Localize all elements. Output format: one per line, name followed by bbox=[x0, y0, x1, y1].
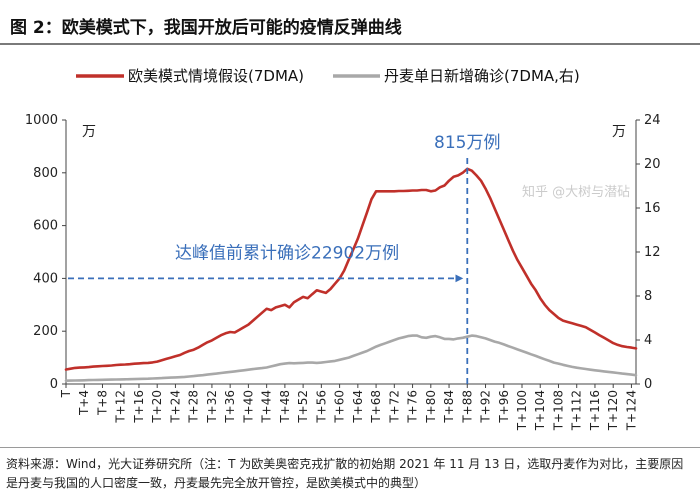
y-right-tick-label: 8 bbox=[644, 289, 652, 304]
legend: 欧美模式情境假设(7DMA) 丹麦单日新增确诊(7DMA,右) bbox=[76, 67, 580, 85]
y-left-tick-label: 1000 bbox=[25, 113, 58, 128]
x-tick-label: T+44 bbox=[260, 390, 274, 424]
series-line-denmark bbox=[64, 334, 638, 383]
y-left-tick-label: 200 bbox=[33, 324, 58, 339]
title-rule bbox=[0, 43, 700, 45]
x-tick-label: T+24 bbox=[168, 390, 182, 424]
x-tick-label: T+84 bbox=[442, 390, 456, 424]
x-tick-label: T+12 bbox=[114, 390, 128, 424]
y-right-tick-label: 4 bbox=[644, 333, 652, 348]
x-tick-label: T bbox=[59, 389, 73, 398]
x-tick-label: T+88 bbox=[460, 390, 474, 424]
y-right-tick-label: 16 bbox=[644, 201, 661, 216]
x-tick-label: T+36 bbox=[223, 390, 237, 424]
y-right-unit: 万 bbox=[612, 124, 626, 140]
x-tick-label: T+116 bbox=[588, 390, 602, 431]
x-tick-label: T+64 bbox=[351, 390, 365, 424]
x-tick-label: T+104 bbox=[533, 390, 547, 431]
legend-label: 丹麦单日新增确诊(7DMA,右) bbox=[384, 67, 580, 85]
footer-rule bbox=[0, 447, 700, 448]
x-tick-label: T+100 bbox=[515, 390, 529, 431]
series-line-euro-model bbox=[64, 167, 638, 371]
x-tick-label: T+40 bbox=[241, 390, 255, 424]
y-left-tick-label: 800 bbox=[33, 166, 58, 181]
y-right-tick-label: 24 bbox=[644, 113, 661, 128]
figure-title: 图 2：欧美模式下，我国开放后可能的疫情反弹曲线 bbox=[10, 18, 402, 38]
legend-label: 欧美模式情境假设(7DMA) bbox=[128, 67, 304, 85]
x-tick-label: T+72 bbox=[387, 390, 401, 424]
y-left-tick-label: 600 bbox=[33, 219, 58, 234]
watermark: 知乎 @大树与潜砧 bbox=[522, 185, 631, 200]
y-left-tick-label: 400 bbox=[33, 271, 58, 286]
x-tick-label: T+76 bbox=[406, 390, 420, 424]
x-tick-label: T+16 bbox=[132, 390, 146, 424]
x-tick-label: T+92 bbox=[479, 390, 493, 424]
x-tick-label: T+96 bbox=[497, 390, 511, 424]
x-tick-label: T+4 bbox=[77, 390, 91, 416]
x-tick-label: T+20 bbox=[150, 390, 164, 424]
cumulative-annotation: 达峰值前累计确诊22902万例 bbox=[175, 243, 399, 263]
x-tick-label: T+60 bbox=[333, 390, 347, 424]
x-tick-label: T+56 bbox=[314, 390, 328, 424]
y-right-tick-label: 20 bbox=[644, 157, 661, 172]
x-tick-label: T+28 bbox=[187, 390, 201, 424]
x-tick-label: T+32 bbox=[205, 390, 219, 424]
x-tick-label: T+108 bbox=[551, 390, 565, 431]
x-tick-label: T+120 bbox=[606, 390, 620, 431]
x-tick-label: T+52 bbox=[296, 390, 310, 424]
y-right-tick-label: 0 bbox=[644, 377, 652, 392]
y-right-tick-label: 12 bbox=[644, 245, 661, 260]
x-tick-label: T+48 bbox=[278, 390, 292, 424]
source-note: 资料来源：Wind，光大证券研究所（注：T 为欧美奥密克戎扩散的初始期 2021… bbox=[6, 457, 684, 490]
figure-header: 图 2：欧美模式下，我国开放后可能的疫情反弹曲线 bbox=[0, 0, 700, 45]
x-tick-label: T+112 bbox=[570, 390, 584, 431]
peak-annotation: 815万例 bbox=[434, 133, 500, 153]
tick-layer: 0 200 400 600 800 1000 0 4 8 12 16 20 24 万 万 T T+4 T+8 T+1… bbox=[25, 113, 661, 431]
x-tick-label: T+124 bbox=[624, 390, 638, 431]
x-tick-label: T+80 bbox=[424, 390, 438, 424]
line-chart: 欧美模式情境假设(7DMA) 丹麦单日新增确诊(7DMA,右) 815万例达峰值前… bbox=[25, 67, 661, 431]
series-layer bbox=[64, 167, 638, 383]
y-left-tick-label: 0 bbox=[50, 377, 58, 392]
x-tick-label: T+8 bbox=[95, 390, 109, 416]
x-tick-label: T+68 bbox=[369, 390, 383, 424]
y-left-unit: 万 bbox=[82, 124, 96, 140]
